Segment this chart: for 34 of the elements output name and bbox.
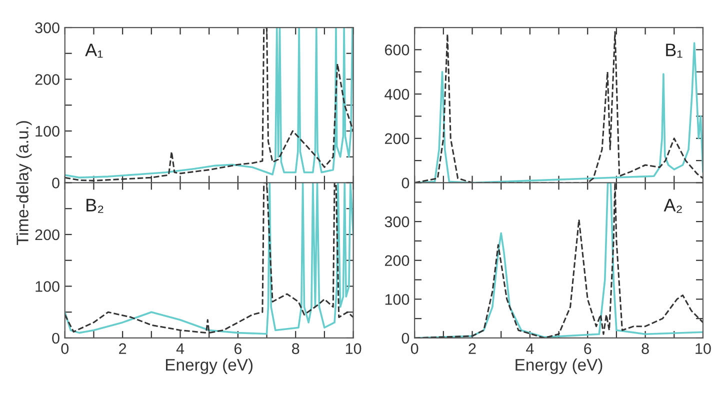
y-tick-label: 0	[402, 332, 410, 344]
x-tick-label: 4	[526, 343, 534, 354]
annotation: B₁	[666, 44, 682, 58]
x-tick-label: 10	[696, 343, 711, 354]
x-tick-label: 0	[410, 343, 418, 354]
y-tick-label: 100	[36, 126, 60, 137]
y-tick-label: 600	[385, 44, 410, 56]
y-tick-label: 0	[402, 178, 410, 188]
y-tick-label: 300	[35, 22, 60, 34]
y-tick-label: 400	[384, 88, 410, 100]
x-tick-label: 2	[468, 343, 476, 354]
x-tick-label: 10	[346, 343, 362, 354]
y-tick-label: 0	[52, 332, 60, 344]
x-tick-label: 2	[119, 343, 126, 354]
annotation: A₁	[85, 44, 103, 58]
x-tick-label: 6	[584, 343, 592, 354]
x-tick-label: 4	[176, 343, 184, 354]
y-tick-label: 300	[384, 216, 410, 228]
x-axis-title: Energy (eV)	[516, 358, 602, 374]
x-tick-label: 8	[292, 343, 300, 354]
annotation: A₂	[664, 198, 682, 213]
y-tick-label: 0	[52, 178, 60, 188]
y-tick-label: 200	[35, 229, 60, 240]
y-axis-title: Time-delay (a.u.)	[16, 121, 32, 246]
y-tick-label: 200	[384, 255, 410, 266]
y-tick-label: 100	[36, 281, 60, 292]
y-tick-label: 200	[384, 133, 410, 144]
x-tick-label: 8	[642, 343, 649, 354]
x-axis-title: Energy (eV)	[166, 358, 253, 374]
y-tick-label: 100	[385, 294, 410, 305]
x-tick-label: 6	[234, 343, 242, 354]
annotation: B₂	[86, 198, 104, 213]
y-tick-label: 200	[35, 74, 60, 85]
x-tick-label: 0	[61, 343, 69, 354]
